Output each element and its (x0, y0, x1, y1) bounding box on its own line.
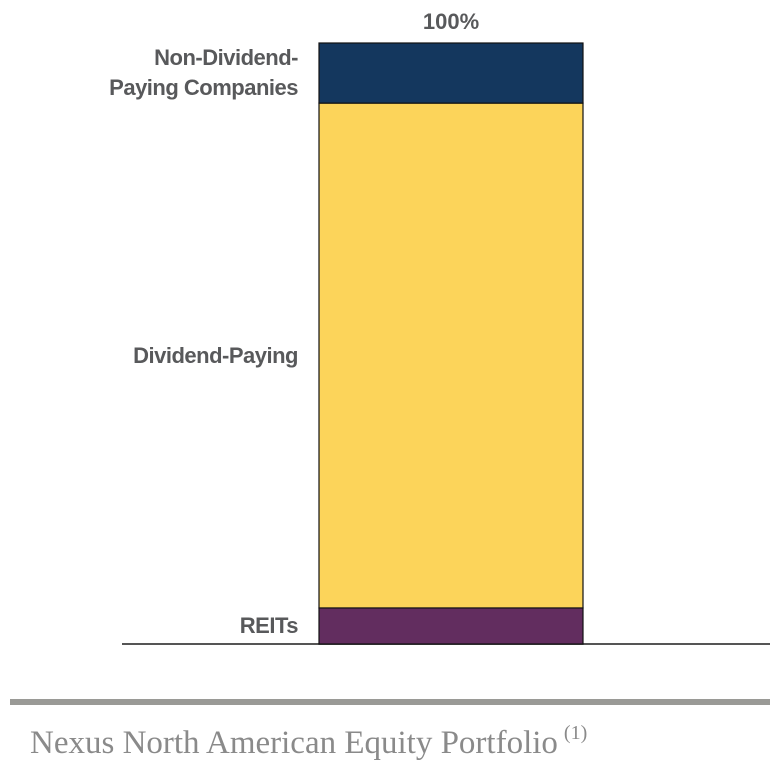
footer: Nexus North American Equity Portfolio (1) (30, 722, 587, 762)
segment-label: REITs (239, 612, 299, 638)
footer-note: (1) (563, 722, 588, 744)
bar-segment (318, 607, 584, 645)
bar-segment (318, 102, 584, 609)
segment-label: Dividend-Paying (133, 342, 298, 368)
segment-label: Non-Dividend-Paying Companies (109, 45, 298, 101)
total-label: 100% (422, 9, 480, 34)
footer-title: Nexus North American Equity Portfolio (30, 725, 558, 761)
bar-segment (318, 42, 584, 104)
footer-rule (10, 699, 770, 705)
